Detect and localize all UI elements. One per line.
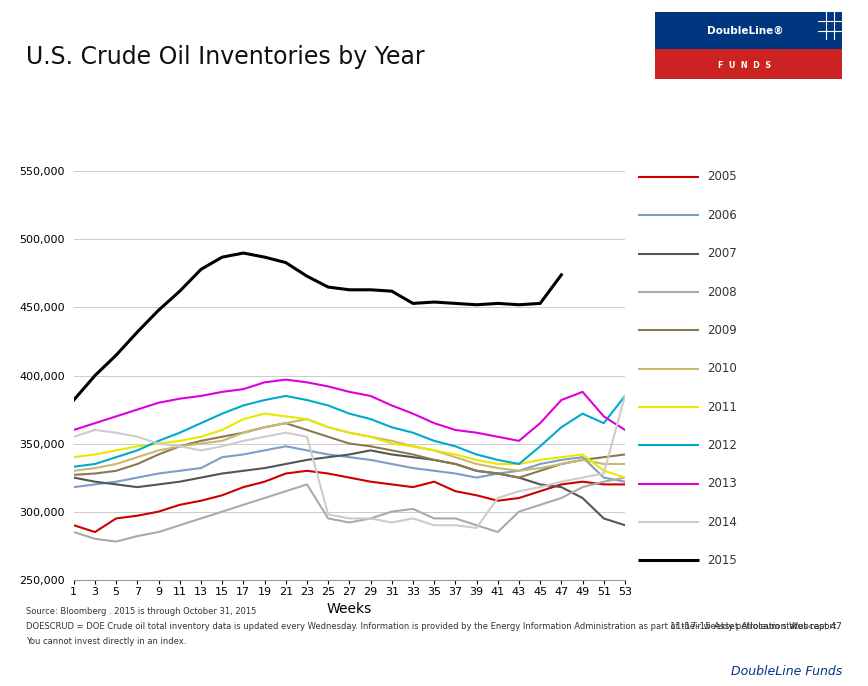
Text: 2013: 2013 <box>707 477 737 490</box>
Text: F  U  N  D  S: F U N D S <box>719 61 772 70</box>
Text: 2011: 2011 <box>707 401 737 414</box>
Text: DoubleLine Funds: DoubleLine Funds <box>731 665 842 678</box>
Text: U.S. Crude Oil Inventories by Year: U.S. Crude Oil Inventories by Year <box>26 45 424 69</box>
Text: 2010: 2010 <box>707 362 737 375</box>
Text: DoubleLine®: DoubleLine® <box>707 25 783 36</box>
Bar <box>655 49 842 79</box>
Text: You cannot invest directly in an index.: You cannot invest directly in an index. <box>26 637 187 646</box>
Text: 2012: 2012 <box>707 439 737 452</box>
Bar <box>655 12 842 49</box>
Text: 2014: 2014 <box>707 516 737 529</box>
Text: 2006: 2006 <box>707 209 737 222</box>
X-axis label: Weeks: Weeks <box>326 602 372 616</box>
Text: DOESCRUD = DOE Crude oil total inventory data is updated every Wednesday. Inform: DOESCRUD = DOE Crude oil total inventory… <box>26 622 838 631</box>
Text: 2009: 2009 <box>707 324 737 337</box>
Text: 2008: 2008 <box>707 285 737 298</box>
Text: 11-17-15 Asset Allocation Webcast 47: 11-17-15 Asset Allocation Webcast 47 <box>670 622 842 631</box>
Text: 2015: 2015 <box>707 554 737 567</box>
Text: 2005: 2005 <box>707 170 737 183</box>
Text: 2007: 2007 <box>707 247 737 260</box>
Text: Source: Bloomberg . 2015 is through October 31, 2015: Source: Bloomberg . 2015 is through Octo… <box>26 607 256 616</box>
